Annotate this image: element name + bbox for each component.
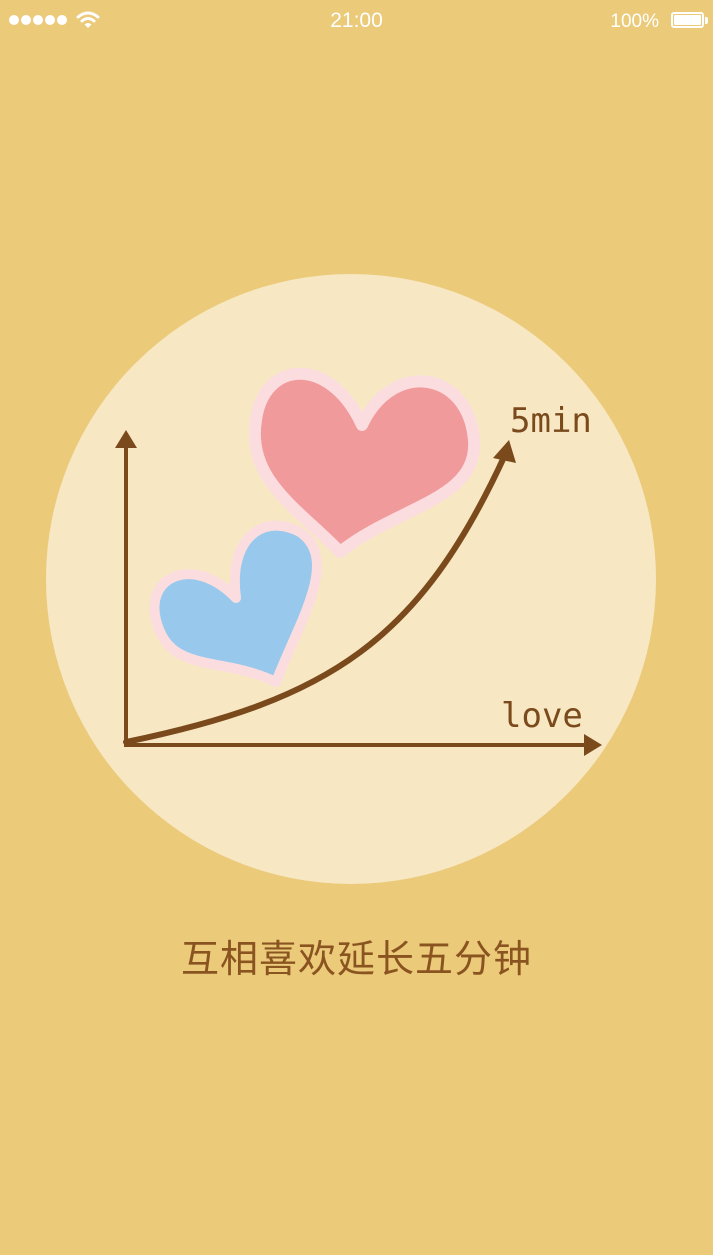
battery-tip [705, 17, 708, 24]
x-axis-arrow-icon [584, 734, 602, 756]
y-axis-label: 5min [510, 401, 592, 441]
growth-curve-arrow-icon [493, 440, 516, 463]
blue-heart-icon [149, 520, 322, 687]
wifi-icon [76, 11, 100, 28]
signal-strength-icon [9, 15, 67, 25]
growth-curve [123, 452, 508, 745]
battery-percentage: 100% [610, 11, 659, 32]
caption: 互相喜欢延长五分钟 [180, 937, 532, 981]
background-circle [46, 274, 656, 884]
battery-icon [671, 12, 704, 28]
pink-heart-icon [248, 367, 481, 558]
status-bar: 21:00 100% [0, 0, 713, 42]
clock: 21:00 [330, 9, 383, 32]
x-axis-label: love [501, 696, 583, 736]
y-axis-arrow-icon [115, 430, 137, 448]
